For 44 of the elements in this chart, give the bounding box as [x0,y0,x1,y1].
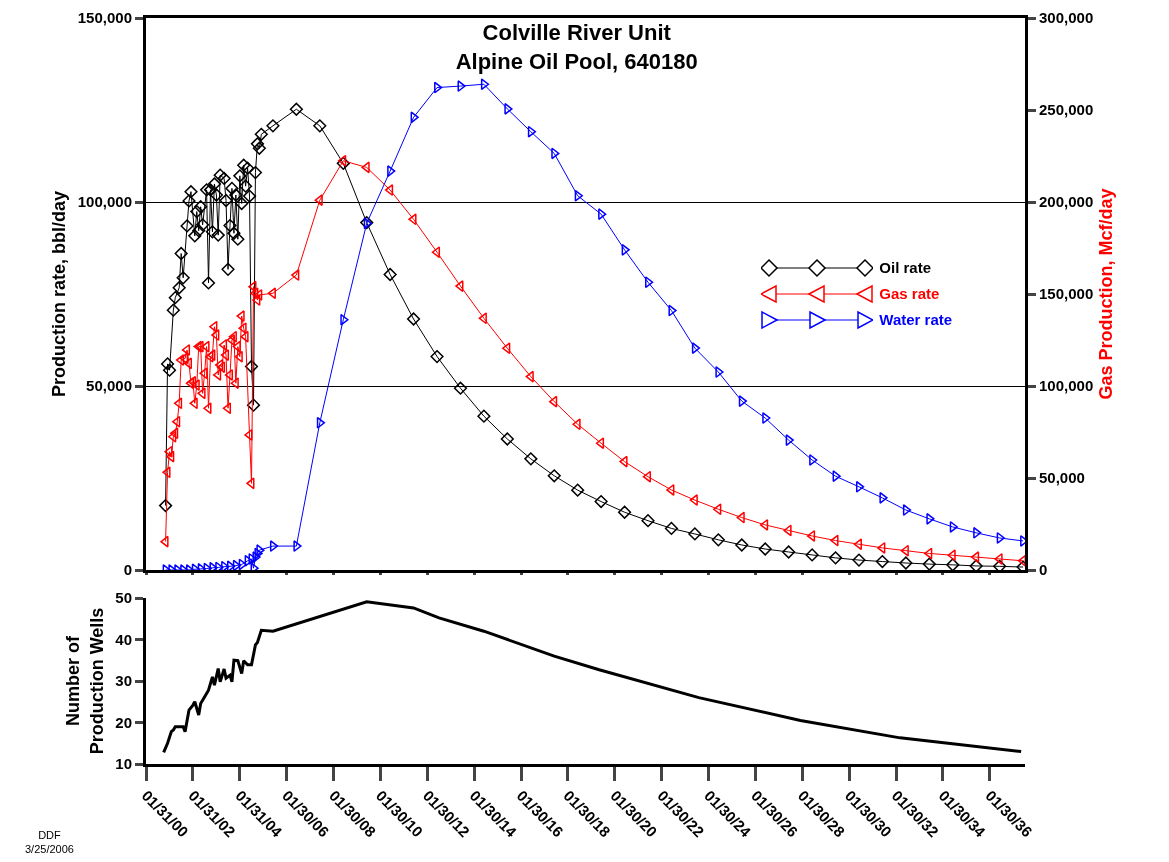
point [209,561,218,570]
y2-tick-label: 50,000 [1039,469,1085,487]
y-axis-title: Number of Production Wells [63,607,107,755]
point [855,480,865,493]
point [902,504,912,516]
point [316,416,326,429]
point [248,553,257,565]
y2-tick-label: 100,000 [1039,377,1094,395]
point [480,78,490,91]
y-tick-label: 40 [115,630,132,648]
point [221,560,230,570]
point [227,560,236,570]
point [232,559,242,570]
line-series [162,600,1023,754]
legend-label: Water rate [879,310,953,330]
y-tick-label: 30 [115,672,132,690]
point [238,558,247,570]
point [762,412,771,424]
y-tick-label: 150,000 [77,9,132,27]
y2-tick-label: 200,000 [1039,193,1094,211]
y2-tick-label: 0 [1039,561,1048,579]
y-tick-label: 0 [123,561,132,579]
legend-label: Gas rate [879,284,940,304]
y-axis-title: Production rate, bbl/day [48,190,69,398]
y-tick-label: 10 [115,755,132,773]
point [996,532,1005,544]
point [215,561,224,570]
y-tick-label: 100,000 [77,193,132,211]
point [738,395,748,408]
y-tick-label: 20 [115,713,132,731]
text: DDF 3/25/2006 [25,829,74,856]
y-tick-label: 50 [115,589,132,607]
point [527,125,537,138]
point [809,454,818,466]
legend-label: Oil rate [879,258,931,278]
y2-axis-title: Gas Production, Mcf/day [1096,188,1117,400]
y2-tick-label: 300,000 [1039,9,1094,27]
text: Colville River Unit Alpine Oil Pool, 640180 [455,20,698,74]
y2-tick-label: 150,000 [1039,285,1094,303]
point [715,366,724,378]
point [269,540,279,553]
y2-tick-label: 250,000 [1039,101,1094,119]
point [691,342,701,355]
y-tick-label: 50,000 [86,377,132,395]
